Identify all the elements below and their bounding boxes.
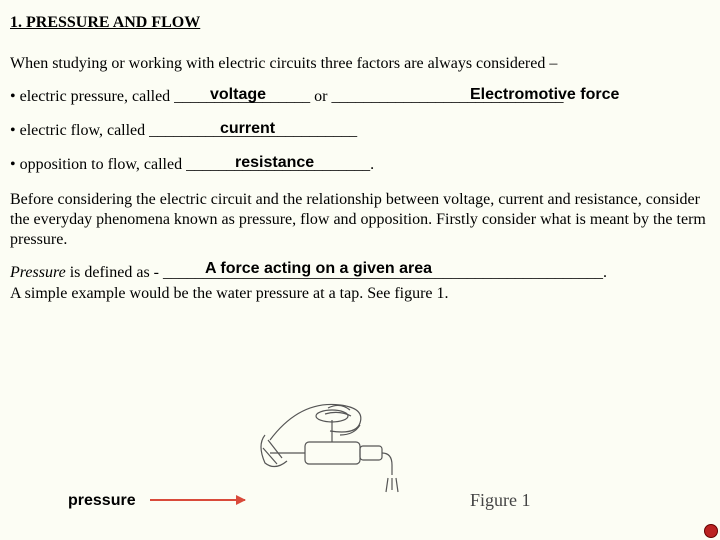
answer-current: current xyxy=(220,120,275,138)
figure-label: Figure 1 xyxy=(470,490,531,511)
blank2-base: • electric flow, called ________________… xyxy=(10,122,357,140)
blank-line-flow: • electric flow, called ________________… xyxy=(10,122,710,142)
blank3-base: • opposition to flow, called ___________… xyxy=(10,156,374,174)
corner-dot-icon xyxy=(704,524,718,538)
pressure-term: Pressure xyxy=(10,264,66,281)
paragraph-2: Before considering the electric circuit … xyxy=(10,190,710,250)
answer-voltage: voltage xyxy=(210,86,266,104)
pressure-definition-line: Pressure is defined as - _______________… xyxy=(10,264,710,282)
arrow-icon xyxy=(150,499,245,501)
answer-emf: Electromotive force xyxy=(470,86,619,104)
example-sentence: A simple example would be the water pres… xyxy=(10,284,710,304)
answer-resistance: resistance xyxy=(235,154,314,172)
figure-1-tap xyxy=(210,380,490,520)
blank-line-pressure: • electric pressure, called ____________… xyxy=(10,88,710,108)
pressure-callout: pressure xyxy=(68,492,136,510)
answer-force-area: A force acting on a given area xyxy=(205,260,432,278)
blank-line-opposition: • opposition to flow, called ___________… xyxy=(10,156,710,176)
intro-paragraph: When studying or working with electric c… xyxy=(10,54,710,74)
section-heading: 1. PRESSURE AND FLOW xyxy=(10,14,710,32)
